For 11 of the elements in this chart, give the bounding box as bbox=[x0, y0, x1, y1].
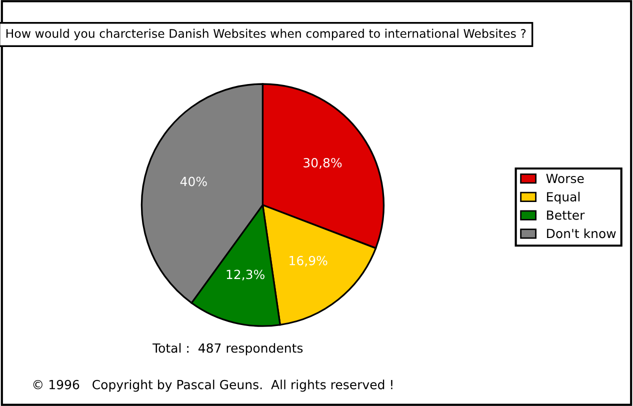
legend-label: Equal bbox=[547, 192, 580, 204]
chart-title: How would you charcterise Danish Websites when compared to international Websites ? bbox=[6, 28, 526, 40]
legend-label: Worse bbox=[546, 174, 584, 184]
data-label: 16,9% bbox=[290, 256, 328, 267]
data-label: 40% bbox=[180, 176, 207, 186]
legend-label: Don't know bbox=[547, 228, 616, 238]
data-label: 12,3% bbox=[226, 270, 264, 280]
data-label: 30,8% bbox=[304, 158, 342, 169]
legend-label: Better bbox=[547, 210, 585, 220]
text: © 1996 Copyright by Pascal Geuns. All rights reserved ! bbox=[33, 380, 392, 392]
text: Total : 487 respondents bbox=[152, 343, 303, 356]
